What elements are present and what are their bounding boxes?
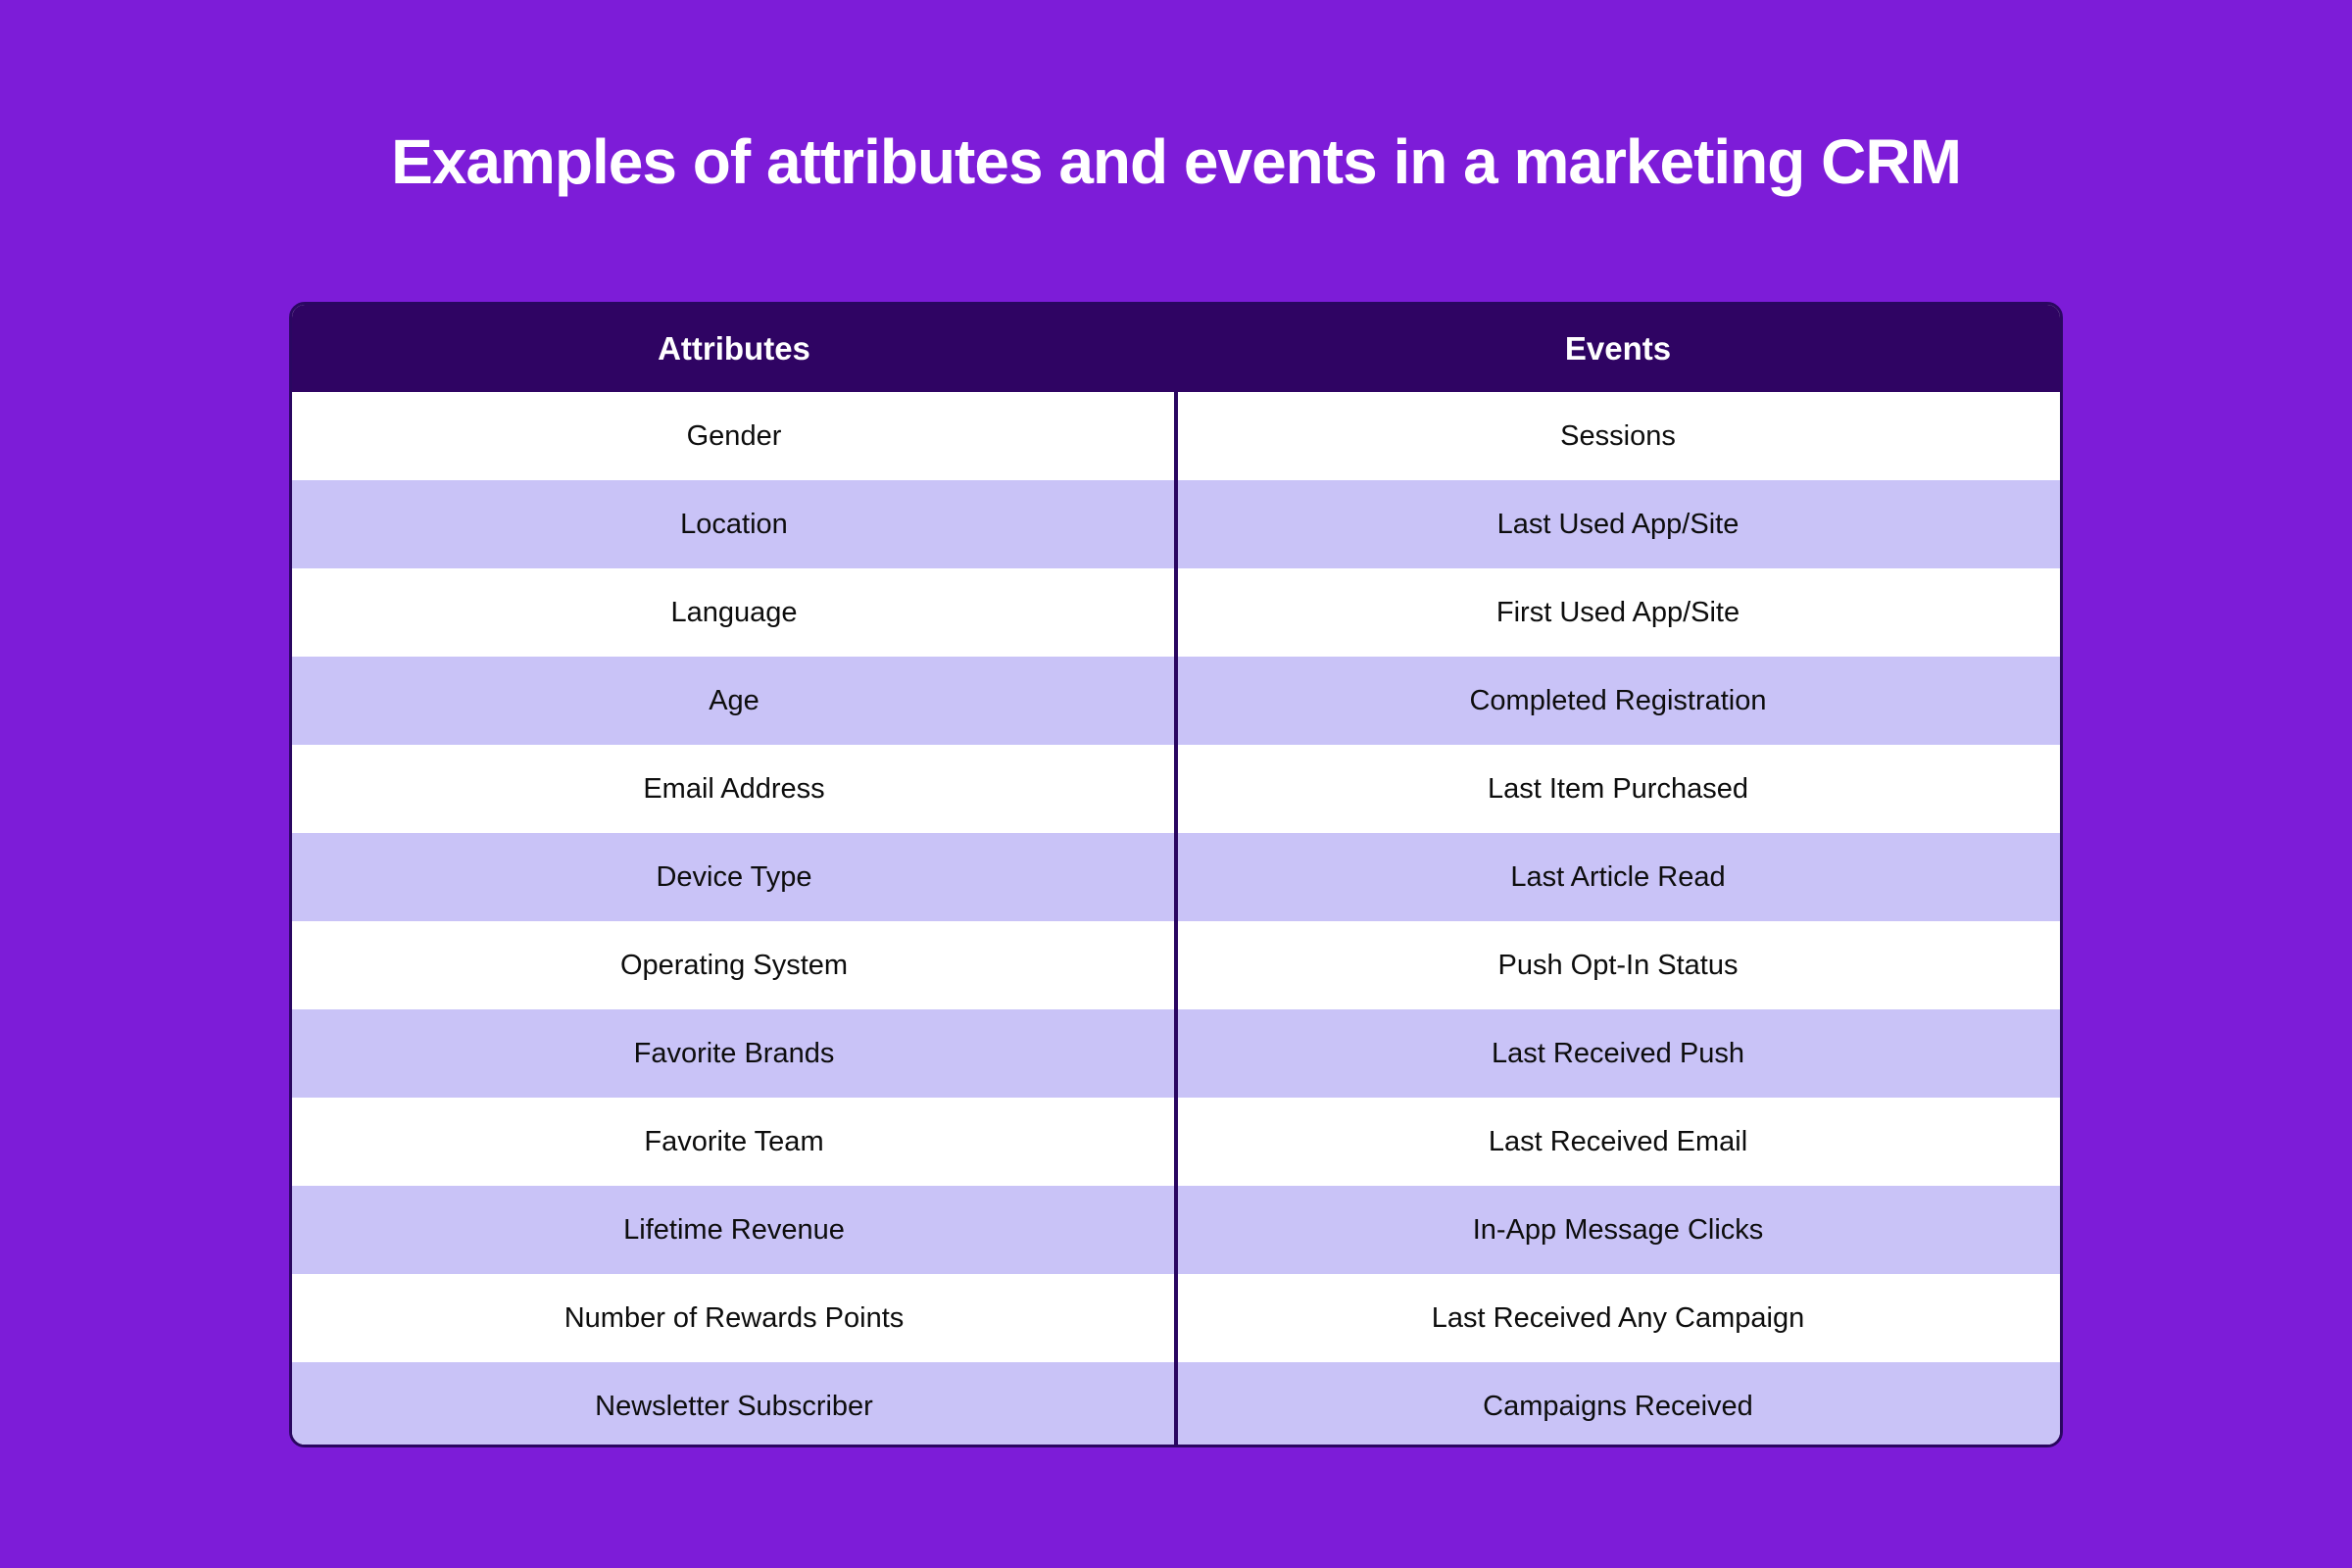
event-cell: Last Article Read (1510, 860, 1726, 893)
table-header: Attributes Events (292, 305, 2060, 392)
column-divider (1174, 392, 1178, 1445)
attribute-cell: Location (680, 508, 788, 540)
event-cell: Last Used App/Site (1496, 508, 1740, 540)
attribute-cell: Favorite Team (644, 1125, 824, 1157)
event-cell: Sessions (1560, 419, 1676, 452)
attribute-cell: Number of Rewards Points (564, 1301, 905, 1334)
event-cell: In-App Message Clicks (1472, 1213, 1764, 1246)
event-cell: Completed Registration (1469, 684, 1767, 716)
attribute-cell: Gender (686, 419, 782, 452)
event-cell: Last Received Email (1488, 1125, 1748, 1157)
event-cell: Last Item Purchased (1488, 772, 1748, 805)
page-title: Examples of attributes and events in a m… (391, 126, 1962, 197)
event-cell: Push Opt-In Status (1497, 949, 1739, 981)
table-body: Gender Sessions Location Last Used App/S… (292, 392, 2060, 1445)
attribute-cell: Newsletter Subscriber (595, 1390, 873, 1422)
event-cell: Last Received Push (1492, 1037, 1744, 1069)
attribute-cell: Age (709, 684, 760, 716)
event-cell: Last Received Any Campaign (1431, 1301, 1805, 1334)
event-cell: Campaigns Received (1483, 1390, 1753, 1422)
attribute-cell: Device Type (656, 860, 812, 893)
attribute-cell: Email Address (643, 772, 825, 805)
column-header-events: Events (1564, 329, 1672, 367)
attribute-cell: Lifetime Revenue (623, 1213, 845, 1246)
attribute-cell: Favorite Brands (633, 1037, 835, 1069)
attribute-cell: Language (670, 596, 798, 628)
crm-table: Attributes Events Gender Sessions Locati… (289, 302, 2063, 1447)
event-cell: First Used App/Site (1495, 596, 1740, 628)
attribute-cell: Operating System (619, 949, 849, 981)
column-header-attributes: Attributes (658, 329, 810, 367)
